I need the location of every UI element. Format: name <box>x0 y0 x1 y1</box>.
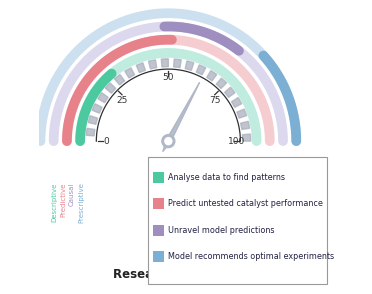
Polygon shape <box>241 121 250 129</box>
Polygon shape <box>148 60 157 69</box>
Text: 25: 25 <box>116 96 127 105</box>
Polygon shape <box>163 83 199 151</box>
Polygon shape <box>88 116 97 124</box>
Polygon shape <box>136 63 145 73</box>
Circle shape <box>162 135 175 148</box>
Polygon shape <box>231 98 242 107</box>
Text: Descriptive: Descriptive <box>51 182 57 222</box>
Polygon shape <box>243 134 251 141</box>
Text: Unravel model predictions: Unravel model predictions <box>168 226 274 235</box>
Text: 75: 75 <box>209 96 221 105</box>
Text: Predict untested catalyst performance: Predict untested catalyst performance <box>168 199 323 208</box>
Polygon shape <box>237 109 247 118</box>
Polygon shape <box>105 83 116 93</box>
FancyBboxPatch shape <box>153 225 164 236</box>
FancyBboxPatch shape <box>153 251 164 262</box>
Polygon shape <box>161 59 169 67</box>
Text: Model recommends optimal experiments: Model recommends optimal experiments <box>168 252 334 261</box>
Text: Causal: Causal <box>69 182 75 206</box>
Text: Analyse data to find patterns: Analyse data to find patterns <box>168 173 285 182</box>
Text: Predictive: Predictive <box>60 182 66 217</box>
Polygon shape <box>115 74 125 85</box>
Polygon shape <box>196 65 206 75</box>
Text: 100: 100 <box>228 137 245 146</box>
Polygon shape <box>92 104 102 113</box>
FancyBboxPatch shape <box>148 157 327 284</box>
Text: 0: 0 <box>103 137 109 146</box>
Text: Research impact: Research impact <box>113 268 224 281</box>
Polygon shape <box>98 93 108 103</box>
Polygon shape <box>207 71 217 81</box>
FancyBboxPatch shape <box>153 198 164 209</box>
Polygon shape <box>185 61 194 70</box>
FancyBboxPatch shape <box>153 172 164 183</box>
Text: 50: 50 <box>163 73 174 82</box>
Polygon shape <box>174 59 181 68</box>
Polygon shape <box>216 78 227 88</box>
Polygon shape <box>125 68 135 78</box>
Polygon shape <box>225 87 235 97</box>
Text: Prescriptive: Prescriptive <box>78 182 84 223</box>
Circle shape <box>165 138 172 145</box>
Polygon shape <box>86 128 95 136</box>
